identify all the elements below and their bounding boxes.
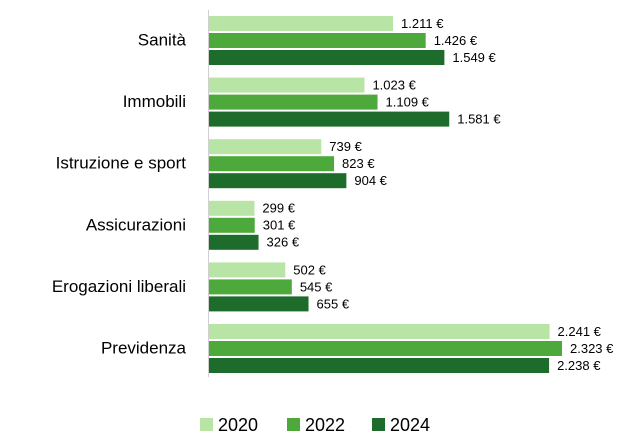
legend-label: 2022	[305, 415, 345, 435]
legend-label: 2024	[390, 415, 430, 435]
bar	[209, 111, 450, 127]
value-label: 655 €	[317, 296, 350, 311]
bar	[209, 173, 347, 189]
legend-label: 2020	[218, 415, 258, 435]
legend-swatch	[372, 418, 385, 431]
bar	[209, 296, 309, 312]
bar	[209, 33, 426, 48]
value-label: 1.211 €	[401, 16, 444, 31]
legend-swatch	[287, 418, 300, 431]
bar	[209, 50, 445, 65]
category-label: Immobili	[123, 92, 186, 111]
value-label: 502 €	[293, 262, 326, 277]
value-label: 326 €	[267, 235, 300, 250]
value-label: 2.241 €	[558, 324, 602, 339]
value-label: 545 €	[300, 279, 333, 294]
value-label: 904 €	[354, 173, 387, 188]
bar	[209, 200, 255, 216]
bar	[209, 94, 378, 110]
bar	[209, 217, 255, 233]
bar	[209, 16, 394, 31]
value-label: 1.426 €	[434, 33, 478, 48]
bar	[209, 156, 335, 172]
bar	[209, 279, 292, 295]
bar	[209, 139, 322, 155]
value-label: 823 €	[342, 156, 375, 171]
value-label: 1.109 €	[386, 95, 430, 110]
bar	[209, 262, 286, 278]
value-label: 1.023 €	[372, 78, 416, 93]
bar	[209, 341, 562, 356]
category-label: Sanità	[138, 30, 187, 49]
value-label: 1.581 €	[457, 112, 501, 127]
value-label: 2.238 €	[557, 358, 601, 373]
bar	[209, 358, 550, 373]
legend-swatch	[200, 418, 213, 431]
value-label: 301 €	[263, 218, 296, 233]
bar	[209, 234, 259, 250]
category-label: Erogazioni liberali	[52, 277, 186, 296]
value-label: 739 €	[329, 139, 362, 154]
category-label: Previdenza	[101, 338, 187, 357]
bar	[209, 324, 550, 339]
value-label: 2.323 €	[570, 341, 614, 356]
value-label: 1.549 €	[452, 50, 496, 65]
bar	[209, 77, 365, 93]
category-label: Istruzione e sport	[56, 154, 187, 173]
value-label: 299 €	[262, 201, 295, 216]
category-label: Assicurazioni	[86, 215, 186, 234]
